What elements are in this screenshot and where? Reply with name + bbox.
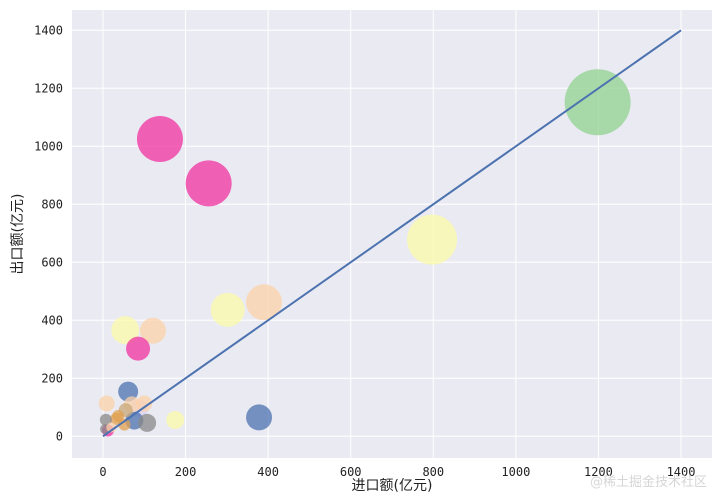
scatter-point — [246, 284, 282, 321]
y-tick-label: 600 — [41, 255, 63, 269]
y-tick-label: 400 — [41, 313, 63, 327]
scatter-point — [111, 316, 140, 345]
scatter-point — [136, 116, 183, 163]
watermark-text: @稀土掘金技术社区 — [589, 475, 707, 490]
x-tick-label: 800 — [422, 465, 444, 479]
scatter-point — [138, 413, 157, 432]
reference-line — [102, 29, 682, 438]
y-tick-label: 0 — [56, 429, 63, 443]
y-tick-labels: 0 200 400 600 800 1000 1200 1400 — [34, 23, 63, 443]
x-tick-label: 400 — [257, 465, 279, 479]
y-tick-label: 200 — [41, 371, 63, 385]
x-tick-label: 200 — [175, 465, 197, 479]
scatter-point — [126, 336, 151, 361]
scatter-point — [139, 317, 166, 344]
x-tick-label: 1400 — [667, 465, 696, 479]
x-tick-label: 1000 — [501, 465, 530, 479]
scatter-point — [106, 422, 117, 433]
scatter-point — [118, 418, 131, 431]
scatter-point — [98, 395, 115, 412]
y-tick-label: 800 — [41, 197, 63, 211]
scatter-point — [407, 214, 458, 265]
y-tick-label: 1400 — [34, 23, 63, 37]
scatter-point — [166, 411, 185, 430]
x-tick-label: 0 — [99, 465, 106, 479]
x-tick-label: 600 — [340, 465, 362, 479]
y-axis-label: 出口额(亿元) — [10, 194, 26, 275]
y-tick-label: 1200 — [34, 81, 63, 95]
y-tick-label: 1000 — [34, 139, 63, 153]
data-points — [98, 69, 631, 437]
scatter-point — [564, 69, 631, 136]
scatter-point — [99, 413, 112, 426]
x-axis-label: 进口额(亿元) — [352, 478, 433, 494]
grid-lines — [72, 10, 712, 458]
scatter-point — [246, 404, 273, 431]
x-tick-labels: 0 200 400 600 800 1000 1200 1400 — [99, 465, 695, 479]
scatter-point — [210, 292, 245, 327]
scatter-point — [136, 395, 153, 412]
scatter-point — [185, 160, 232, 207]
x-tick-label: 1200 — [584, 465, 613, 479]
